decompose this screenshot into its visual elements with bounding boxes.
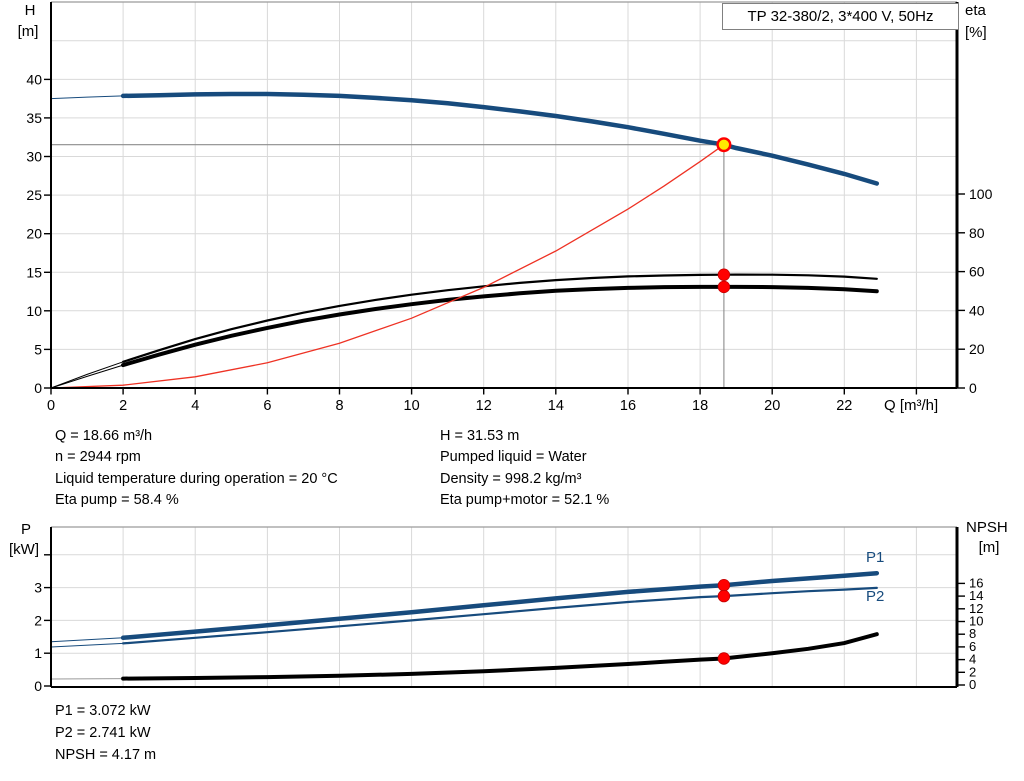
info-n: n = 2944 rpm (55, 449, 141, 465)
npsh-axis-title: NPSH (966, 519, 1008, 536)
right-tick-label: 10 (969, 614, 983, 629)
info-h: H = 31.53 m (440, 428, 520, 444)
right-tick-label: 20 (969, 341, 985, 357)
p1-marker (717, 579, 731, 592)
eta-pump-motor-curve (121, 284, 879, 368)
x-tick-label: 2 (119, 398, 127, 414)
x-tick-label: 18 (692, 398, 708, 414)
right-tick-label: 12 (969, 601, 983, 616)
right-tick-label: 2 (969, 664, 976, 679)
info-p2: P2 = 2.741 kW (55, 725, 151, 741)
h-axis-unit: [m] (17, 23, 39, 40)
right-tick-label: 6 (969, 639, 976, 654)
left-tick-label: 20 (26, 226, 42, 242)
info-q: Q = 18.66 m³/h (55, 428, 153, 444)
x-tick-label: 8 (335, 398, 343, 414)
eta-axis-title: eta (965, 2, 986, 19)
info-eta-pump: Eta pump = 58.4 % (55, 492, 179, 508)
x-tick-label: 22 (836, 398, 852, 414)
right-tick-label: 40 (969, 302, 985, 318)
x-tick-label: 12 (476, 398, 492, 414)
x-tick-label: 0 (47, 398, 55, 414)
eta-axis-unit: [%] (965, 24, 987, 41)
x-tick-label: 20 (764, 398, 780, 414)
x-tick-label: 14 (548, 398, 564, 414)
info-density: Density = 998.2 kg/m³ (440, 471, 582, 487)
npsh-axis-unit: [m] (978, 539, 1000, 556)
eta-pump-curve-lead (50, 361, 124, 389)
left-tick-label: 2 (34, 612, 42, 628)
system-curve (50, 144, 725, 389)
left-tick-label: 15 (26, 264, 42, 280)
left-tick-label: 25 (26, 187, 42, 203)
x-tick-label: 6 (263, 398, 271, 414)
info-pumped-liquid: Pumped liquid = Water (440, 449, 587, 465)
x-tick-label: 10 (404, 398, 420, 414)
right-tick-label: 8 (969, 626, 976, 641)
head-curve-lead (50, 95, 124, 100)
eta-pump-motor-curve-lead (50, 364, 124, 389)
right-tick-label: 0 (969, 677, 976, 692)
left-tick-label: 40 (26, 71, 42, 87)
info-npsh: NPSH = 4.17 m (55, 747, 157, 763)
left-tick-label: 30 (26, 149, 42, 165)
duty-point-marker[interactable] (716, 137, 732, 153)
pump-type-box: TP 32-380/2, 3*400 V, 50Hz (722, 3, 959, 30)
eta-pump-curve (122, 273, 878, 363)
p2-marker (717, 589, 731, 603)
left-tick-label: 3 (34, 580, 42, 596)
right-tick-label: 16 (969, 575, 983, 590)
right-tick-label: 100 (969, 186, 993, 202)
left-tick-label: 5 (34, 341, 42, 357)
right-tick-label: 14 (969, 588, 983, 603)
x-tick-label: 4 (191, 398, 199, 414)
pump-type-label: TP 32-380/2, 3*400 V, 50Hz (747, 8, 934, 25)
q-axis-title: Q [m³/h] (884, 397, 939, 414)
info-liquid-temp: Liquid temperature during operation = 20… (55, 471, 338, 487)
npsh-marker (717, 652, 731, 665)
right-tick-label: 80 (969, 225, 985, 241)
eta-pump-marker (717, 268, 731, 281)
p1-curve-label: P1 (866, 549, 885, 566)
p-axis-unit: [kW] (9, 541, 39, 558)
left-tick-label: 0 (34, 380, 42, 396)
p2-curve (122, 586, 878, 645)
left-tick-label: 0 (34, 678, 42, 694)
left-tick-label: 1 (34, 645, 42, 661)
eta-pump-motor-marker (717, 280, 731, 294)
head-curve (120, 91, 880, 186)
p1-curve (120, 570, 880, 641)
right-tick-label: 60 (969, 264, 985, 280)
right-tick-label: 0 (969, 380, 977, 396)
p2-curve-lead (50, 642, 124, 648)
info-p1: P1 = 3.072 kW (55, 703, 151, 719)
h-axis-title: H (24, 2, 36, 19)
left-tick-label: 10 (26, 303, 42, 319)
x-tick-label: 16 (620, 398, 636, 414)
p1-curve-lead (50, 637, 124, 643)
npsh-curve (121, 632, 879, 681)
info-eta-pump-motor: Eta pump+motor = 52.1 % (440, 492, 610, 508)
p-axis-title: P (20, 521, 31, 538)
p2-curve-label: P2 (866, 588, 885, 605)
right-tick-label: 4 (969, 652, 976, 667)
left-tick-label: 35 (26, 110, 42, 126)
